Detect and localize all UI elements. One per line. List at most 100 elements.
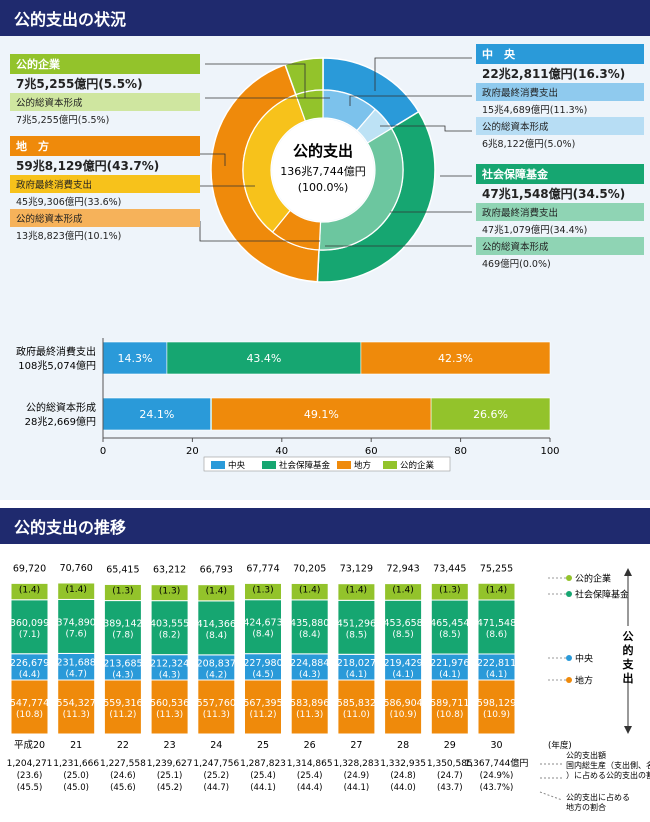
- vbar-total-label: 1,367,744億円: [465, 757, 529, 769]
- hbar-seg-chuo: [102, 341, 168, 375]
- vbar-value-label: 65,415: [106, 564, 139, 575]
- vbar-value-label: 212,324: [150, 658, 189, 669]
- vbar-category-label: 29: [444, 740, 456, 751]
- vbar-seg-shakai: [384, 599, 423, 655]
- hbar-seg-label: 14.3%: [117, 352, 152, 365]
- hbar-tick-label: 80: [454, 446, 467, 457]
- chuo-sub2-caption: 公的総資本形成: [476, 117, 644, 135]
- shakai-sub2-value: 469億円(0.0%): [482, 259, 551, 270]
- vbar-category-label: 27: [350, 740, 362, 751]
- vbar-pct-label: (10.8): [16, 710, 43, 720]
- vbar-value-label: 360,099: [10, 618, 49, 629]
- vbar-seg-kigyo: [103, 583, 142, 602]
- leader-line: [380, 125, 472, 132]
- vbar-value-label: 585,832: [337, 698, 376, 709]
- vbar-gdp-share: (25.0): [63, 771, 89, 781]
- vbar-value-label: 554,327: [57, 698, 96, 709]
- vbar-pct-label: (8.5): [346, 630, 367, 640]
- vbar-seg-chiho: [150, 679, 189, 735]
- vbar-pct-label: (4.7): [66, 670, 87, 680]
- vbar-seg-kigyo: [477, 582, 516, 601]
- vbar-chiho-share: (43.7): [437, 783, 463, 793]
- vbar-chiho-share: (44.0): [390, 783, 416, 793]
- label-chiho: 地 方 59兆8,129億円(43.7%) 政府最終消費支出 45兆9,306億…: [10, 136, 200, 243]
- vbar-seg-chiho: [103, 679, 142, 735]
- section2-title: 公的支出の推移: [14, 518, 127, 537]
- vbar-gdp-share: (23.6): [17, 771, 43, 781]
- vbar-pct-label: (8.4): [299, 630, 320, 640]
- inner-slice: [318, 127, 404, 251]
- vbar-value-label: 403,555: [150, 619, 189, 630]
- vbar-seg-kigyo: [290, 582, 329, 601]
- vbar-seg-chuo: [57, 652, 96, 681]
- vbar-total-label: 1,350,585: [427, 759, 473, 769]
- vbar-value-label: 559,316: [103, 698, 142, 709]
- vbar-value-label: 374,890: [57, 617, 96, 628]
- legend-label: 社会保障基金: [279, 460, 331, 471]
- donut-center-pct: (100.0%): [298, 181, 349, 194]
- vbar-gdp-share: (25.4): [250, 771, 276, 781]
- legend-dot: [566, 575, 572, 581]
- legend-label: 公的企業: [400, 460, 435, 471]
- shakai-value: 47兆1,548億円(34.5%): [482, 187, 626, 201]
- vbar-seg-chuo: [384, 653, 423, 681]
- vbar-pct-label: (11.3): [156, 710, 183, 720]
- vbar-value-label: 598,129: [477, 698, 516, 709]
- vbar-pct-label: (10.8): [436, 710, 463, 720]
- legend-swatch: [211, 461, 225, 469]
- vbar-value-label: 218,027: [337, 658, 376, 669]
- vbar-pct-label: (11.0): [343, 710, 370, 720]
- hbar-seg-chuo: [102, 397, 212, 431]
- hbar-tick-label: 0: [100, 446, 106, 457]
- vbar-value-label: 72,943: [386, 564, 419, 575]
- vbar-year-unit: (年度): [548, 740, 572, 751]
- shakai-sub2-caption: 公的総資本形成: [476, 237, 644, 255]
- vbar-pct-label: (8.6): [486, 630, 507, 640]
- vbar-pct-label: (7.8): [112, 631, 133, 641]
- vbar-value-label: 75,255: [480, 563, 513, 574]
- vbar-value-label: 589,711: [430, 698, 469, 709]
- vbar-chiho-share: (45.0): [63, 783, 89, 793]
- vbar-seg-kigyo: [384, 583, 423, 601]
- vbar-seg-chiho: [10, 679, 49, 735]
- vbar-value-label: 227,980: [243, 658, 282, 669]
- vbar-value-label: 231,688: [57, 658, 96, 669]
- leader-line: [199, 221, 320, 242]
- vbar-total-label: 1,332,935: [380, 759, 426, 769]
- vbar-value-label: 221,976: [430, 658, 469, 669]
- chiho-sub2-caption: 公的総資本形成: [10, 209, 200, 227]
- vbar-gdp-share: (24.7): [437, 771, 463, 781]
- chuo-caption: 中 央: [476, 44, 644, 64]
- chiho-sub1-caption: 政府最終消費支出: [10, 175, 200, 193]
- vbar-pct-label: (1.4): [299, 585, 320, 595]
- vbar-chiho-share: (44.7): [204, 783, 230, 793]
- vbar-category-label: 26: [304, 740, 316, 751]
- vbar-seg-shakai: [244, 599, 282, 655]
- vbar-pct-label: (4.1): [486, 670, 507, 680]
- vbar-seg-kigyo: [244, 582, 282, 601]
- vbar-value-label: 69,720: [13, 563, 46, 574]
- kigyo-sub-caption: 公的総資本形成: [10, 93, 200, 111]
- vbar-gdp-share: (25.2): [204, 771, 230, 781]
- note-chiho-share: 公的支出に占める: [566, 792, 630, 802]
- vbar-chiho-share: (44.1): [344, 783, 370, 793]
- hbar-seg-label: 43.4%: [246, 352, 281, 365]
- vbar-value-label: 567,395: [243, 698, 282, 709]
- vbar-seg-kigyo: [10, 582, 49, 601]
- vbar-seg-chuo: [477, 653, 516, 681]
- leader-line: [205, 63, 306, 98]
- vbar-chiho-share: (43.7%): [480, 783, 514, 793]
- vbar-seg-shakai: [150, 600, 189, 656]
- vbar-pct-label: (11.3): [296, 710, 323, 720]
- vbar-pct-label: (8.5): [439, 630, 460, 640]
- section2-header: 公的支出の推移: [0, 508, 650, 544]
- vbar-total-label: 1,239,627: [147, 759, 193, 769]
- vbar-seg-chuo: [430, 653, 469, 681]
- vbar-seg-kigyo: [57, 582, 96, 600]
- vbar-category-label: 24: [210, 740, 222, 751]
- vbar-pct-label: (4.5): [252, 670, 273, 680]
- vbar-gdp-share: (24.9): [344, 771, 370, 781]
- shakai-caption: 社会保障基金: [476, 164, 644, 184]
- vbar-seg-shakai: [103, 600, 142, 656]
